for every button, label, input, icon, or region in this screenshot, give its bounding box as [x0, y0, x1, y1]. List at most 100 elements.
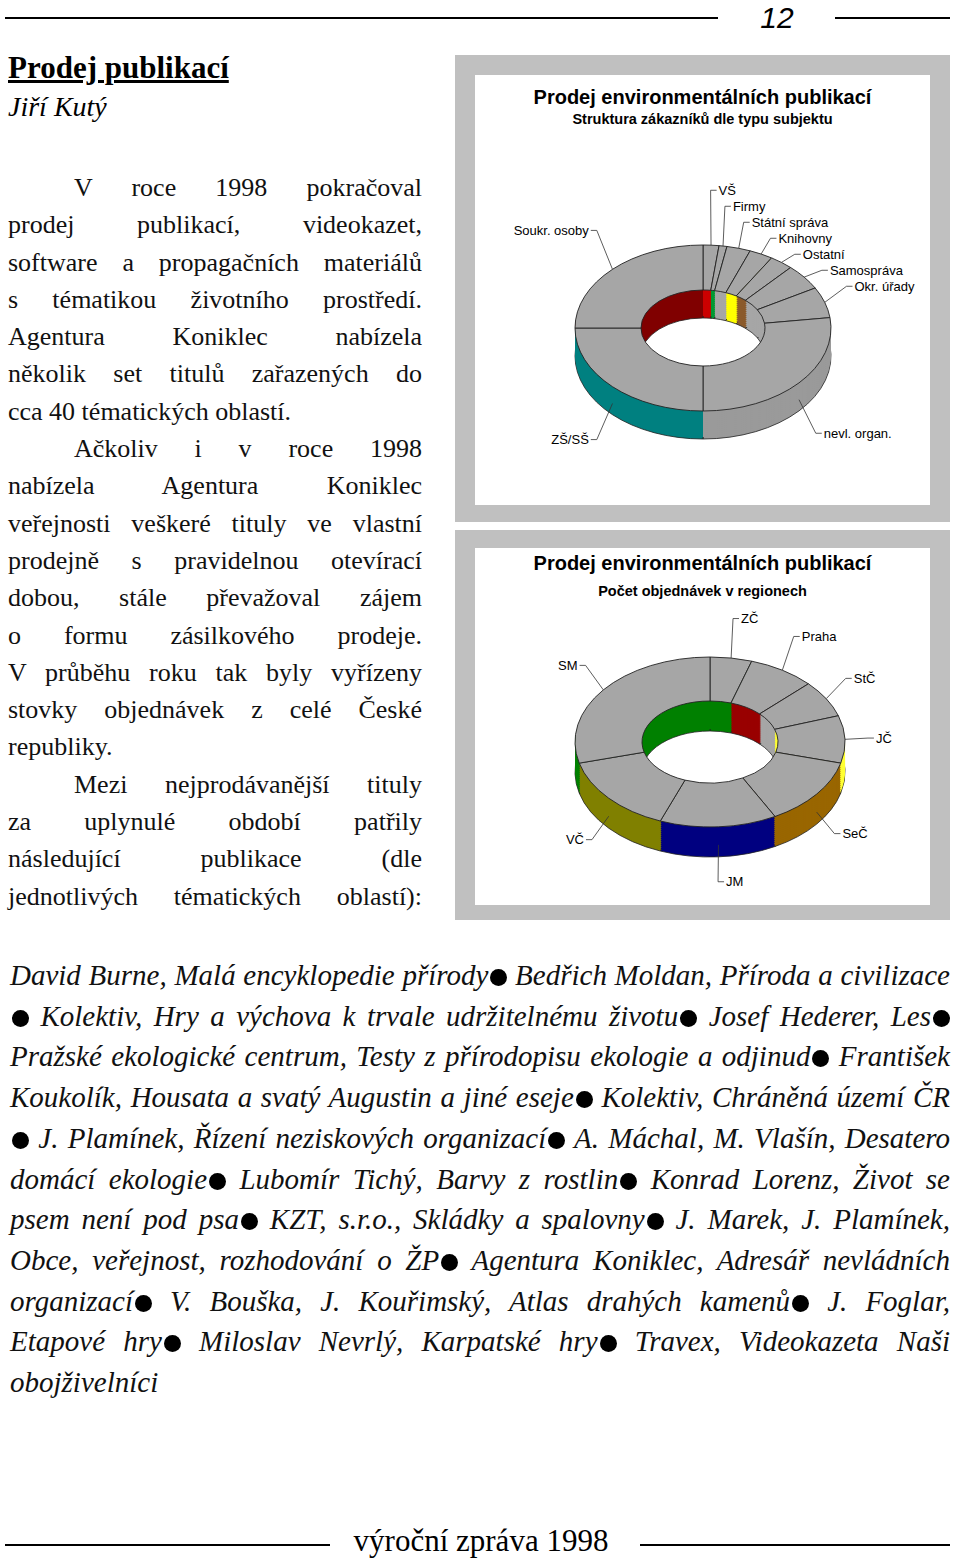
- slice: [575, 328, 703, 411]
- article-body: V roce 1998 pokračovalprodej publikací, …: [8, 169, 422, 915]
- slices: [575, 657, 845, 827]
- book-item: Josef Hederer, Les: [709, 1000, 931, 1032]
- header-rule: [5, 17, 718, 19]
- slice: [575, 657, 710, 763]
- book-item: Miloslav Nevrlý, Karpatské hry: [199, 1325, 597, 1357]
- bullet: [792, 1295, 809, 1312]
- chart-area: [475, 548, 930, 905]
- bullet: [647, 1213, 664, 1230]
- book-item: J. Plamínek, Řízení neziskových organiza…: [38, 1122, 546, 1154]
- slice-label: Samospráva: [830, 263, 904, 278]
- slice-label: JČ: [876, 731, 892, 746]
- chart-subtitle: Počet objednávek v regionech: [598, 583, 807, 599]
- book-item: Kolektiv, Chráněná území ČR: [601, 1081, 950, 1113]
- paragraph-line: Ačkoliv i v roce 1998: [8, 430, 422, 467]
- bullet: [576, 1091, 593, 1108]
- paragraph-line: software a propagačních materiálů: [8, 244, 422, 281]
- leader-line: [761, 238, 776, 254]
- slice-label: Firmy: [733, 199, 766, 214]
- paragraph-line: V roce 1998 pokračoval: [8, 169, 422, 206]
- slice: [575, 245, 703, 328]
- paragraph-line: následující publikace (dle: [8, 840, 422, 877]
- book-item: David Burne, Malá encyklopedie přírody: [10, 959, 488, 991]
- leader-line: [804, 270, 828, 277]
- bullet: [12, 1132, 29, 1149]
- slices: [575, 245, 831, 411]
- bullet: [812, 1050, 829, 1067]
- paragraph-line: cca 40 tématických oblastí.: [8, 393, 422, 430]
- book-item: Pražské ekologické centrum, Testy z přír…: [10, 1040, 810, 1072]
- book-item: Lubomír Tichý, Barvy z rostlin: [239, 1163, 618, 1195]
- leader-line: [731, 619, 739, 659]
- paragraph-line: republiky.: [8, 728, 422, 765]
- chart-area: [475, 75, 930, 505]
- bullet: [12, 1010, 29, 1027]
- slice-labels: ZČPrahaStČJČSeČJMVČSM: [558, 611, 892, 889]
- chart: Prodej environmentálních publikací Počet …: [455, 530, 950, 920]
- slice-label: SeČ: [842, 826, 867, 841]
- paragraph-line: nabízela Agentura Koniklec: [8, 467, 422, 504]
- bullet: [441, 1254, 458, 1271]
- bullet: [620, 1173, 637, 1190]
- article-author: Jiří Kutý: [8, 91, 107, 123]
- slice-label: Soukr. osoby: [514, 223, 590, 238]
- paragraph-line: prodej publikací, videokazet,: [8, 206, 422, 243]
- leader-line: [723, 206, 731, 246]
- paragraph-line: o formu zásilkového prodeje.: [8, 617, 422, 654]
- footer-rule: [5, 1544, 330, 1546]
- paragraph-line: jednotlivých tématických oblastí):: [8, 878, 422, 915]
- slice-label: Ostatní: [803, 247, 845, 262]
- chart: Prodej environmentálních publikací Strukt…: [455, 55, 950, 522]
- book-list: David Burne, Malá encyklopedie přírody B…: [10, 955, 950, 1403]
- book-item: KZT, s.r.o., Skládky a spalovny: [270, 1203, 645, 1235]
- slice-label: StČ: [854, 671, 876, 686]
- leader-line: [845, 738, 874, 739]
- header-rule: [835, 17, 950, 19]
- slice-labels: VŠFirmyStátní správaKnihovnyOstatníSamos…: [514, 183, 915, 447]
- paragraph-line: Agentura Koniklec nabízela: [8, 318, 422, 355]
- bullet: [490, 969, 507, 986]
- chart-subtitle: Struktura zákazníků dle typu subjektu: [572, 111, 832, 127]
- paragraph-line: několik set titulů zařazených do: [8, 355, 422, 392]
- leader-line: [782, 636, 799, 670]
- slice-label: Knihovny: [778, 231, 832, 246]
- chart-title: Prodej environmentálních publikací: [534, 552, 873, 574]
- chart-title: Prodej environmentálních publikací: [534, 86, 873, 108]
- leader-line: [711, 190, 717, 245]
- leader-line: [817, 812, 841, 834]
- leader-line: [739, 222, 750, 248]
- slice-label: nevl. organ.: [824, 426, 892, 441]
- bullet: [548, 1132, 565, 1149]
- book-item: Bedřich Moldan, Příroda a civilizace: [515, 959, 950, 991]
- bullet: [209, 1173, 226, 1190]
- bullet: [933, 1010, 950, 1027]
- page-number: 12: [760, 1, 794, 34]
- paragraph-line: stovky objednávek z celé České: [8, 691, 422, 728]
- leader-line: [718, 845, 724, 882]
- leader-line: [586, 816, 609, 839]
- bullet: [680, 1010, 697, 1027]
- paragraph-line: V průběhu roku tak byly vyřízeny: [8, 654, 422, 691]
- leader-line: [591, 403, 613, 439]
- bullet: [164, 1335, 181, 1352]
- paragraph-line: za uplynulé období patřily: [8, 803, 422, 840]
- bullet: [241, 1213, 258, 1230]
- leader-line: [580, 665, 604, 690]
- paragraph-line: dobou, stále převažoval zájem: [8, 579, 422, 616]
- paragraph-line: prodejně s pravidelnou otevírací: [8, 542, 422, 579]
- slice-label: ZČ: [741, 611, 758, 626]
- slice-label: VŠ: [719, 183, 737, 198]
- paragraph-line: s tématikou životního prostředí.: [8, 281, 422, 318]
- slice: [703, 318, 831, 411]
- leader-line: [781, 254, 800, 262]
- leader-line: [826, 678, 852, 698]
- article-title: Prodej publikací: [8, 50, 229, 86]
- footer-rule: [640, 1544, 950, 1546]
- slice: [757, 288, 830, 323]
- slice: [579, 752, 685, 821]
- footer-text: výroční zpráva 1998: [354, 1523, 609, 1558]
- book-item: Kolektiv, Hry a výchova k trvale udržite…: [40, 1000, 678, 1032]
- leader-line: [825, 286, 853, 302]
- book-item: V. Bouška, J. Kouřimský, Atlas drahých k…: [170, 1285, 790, 1317]
- slice-label: JM: [726, 874, 743, 889]
